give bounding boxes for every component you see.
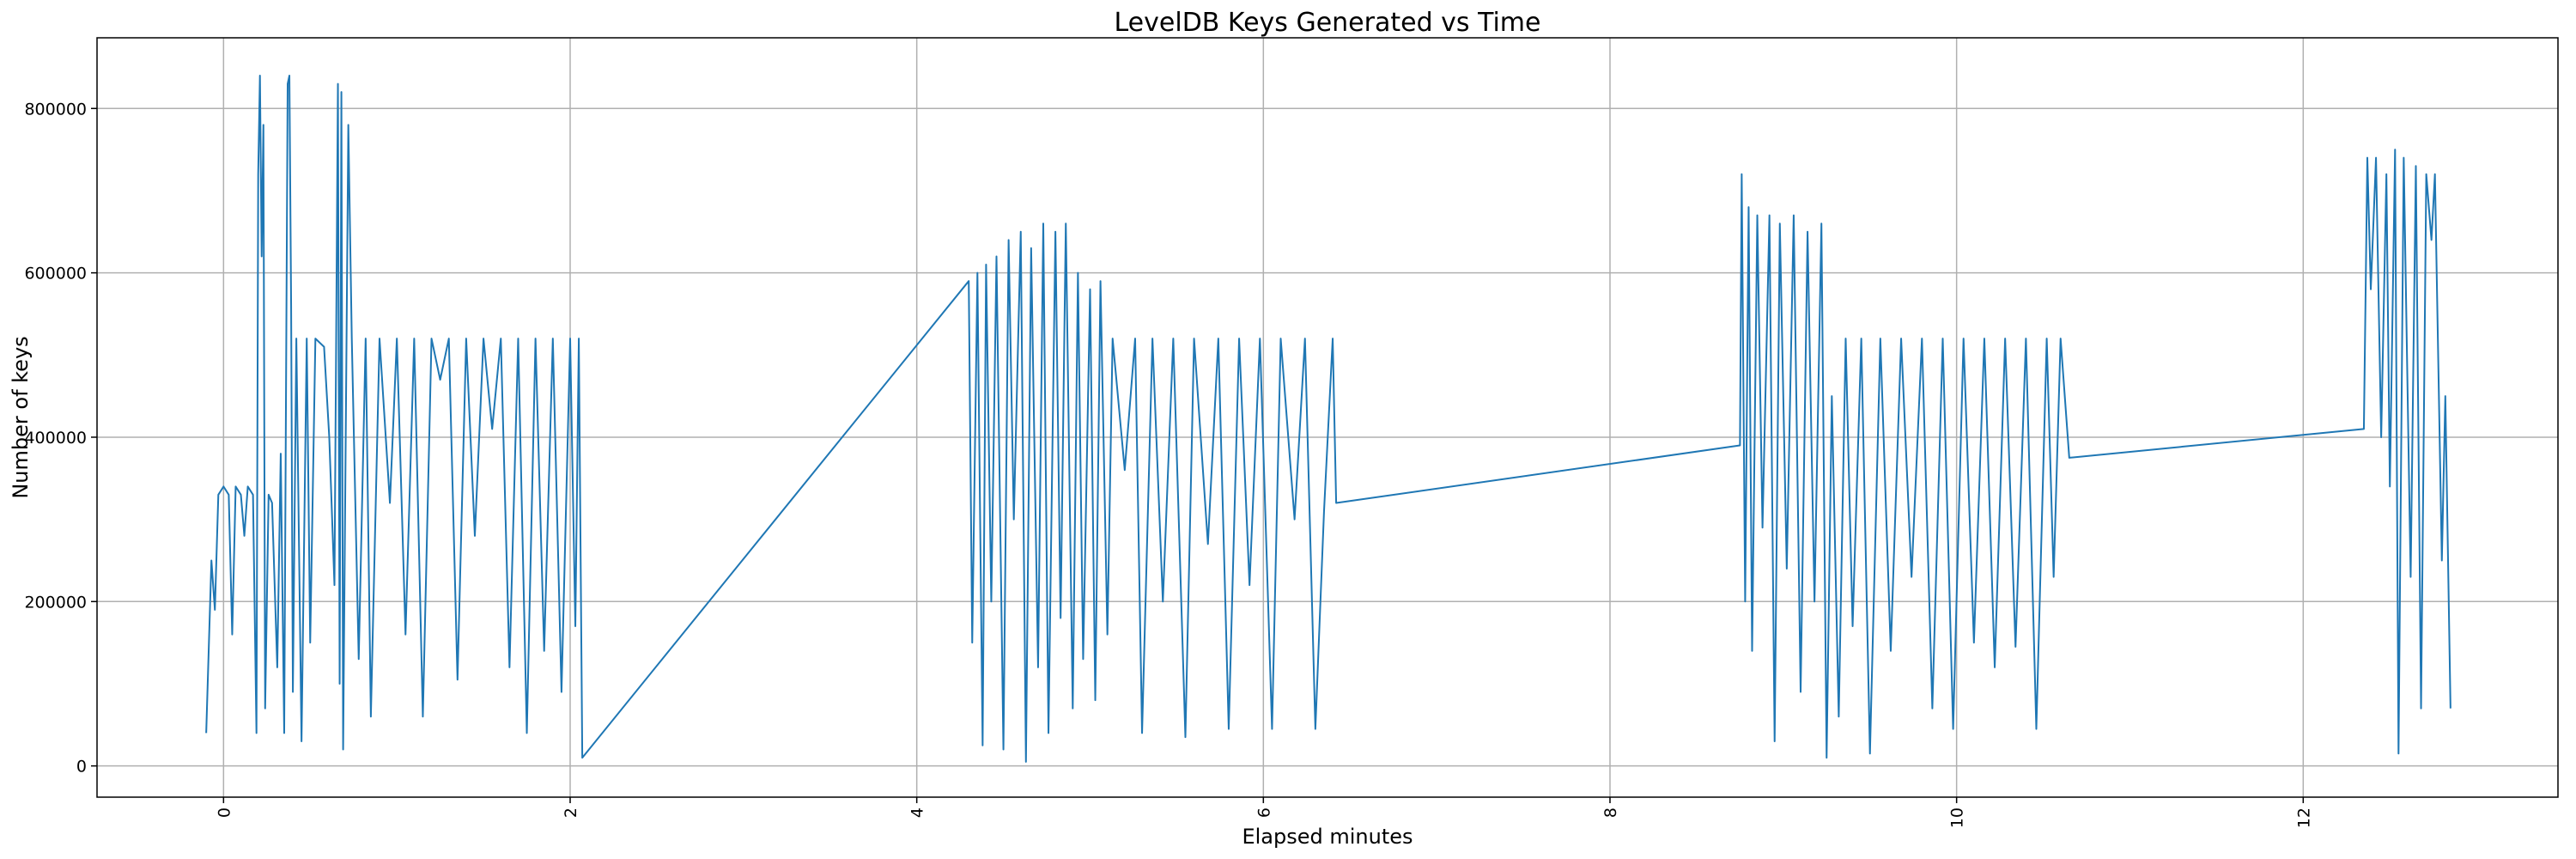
x-tick-label: 10	[1948, 807, 1967, 828]
x-tick-label: 2	[562, 807, 580, 818]
x-tick-label: 4	[908, 807, 927, 818]
chart-title: LevelDB Keys Generated vs Time	[1115, 8, 1541, 38]
y-axis-label: Number of keys	[9, 336, 33, 498]
x-tick-label: 6	[1255, 807, 1273, 818]
y-tick-label: 800000	[24, 100, 87, 119]
y-tick-label: 0	[76, 758, 87, 777]
y-tick-label: 200000	[24, 593, 87, 612]
data-line	[205, 75, 2451, 763]
x-tick-label: 12	[2294, 807, 2313, 828]
plot-frame	[96, 37, 2559, 798]
y-tick-label: 400000	[24, 429, 87, 448]
x-tick-label: 8	[1601, 807, 1620, 818]
x-axis-label: Elapsed minutes	[1242, 825, 1413, 849]
x-tick-label: 0	[215, 807, 234, 818]
y-tick-label: 600000	[24, 265, 87, 283]
